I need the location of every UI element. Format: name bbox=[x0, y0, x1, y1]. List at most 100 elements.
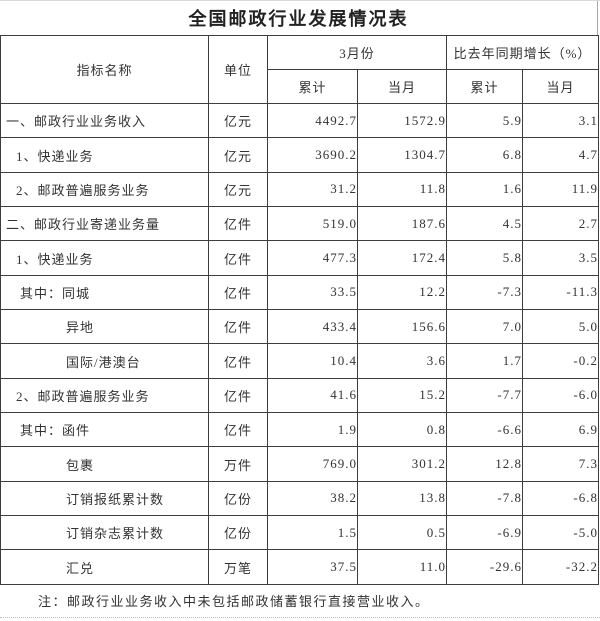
march-cumulative-cell: 433.4 bbox=[267, 309, 358, 345]
table-row: 国际/港澳台 亿件 10.4 3.6 1.7 -0.2 bbox=[0, 343, 600, 379]
growth-month-cell: 6.9 bbox=[522, 412, 600, 448]
indicator-name-cell: 其中：函件 bbox=[0, 412, 209, 448]
growth-month-cell: 7.3 bbox=[522, 446, 600, 482]
table-row: 1、快递业务 亿元 3690.2 1304.7 6.8 4.7 bbox=[0, 137, 600, 173]
growth-cumulative-cell: 12.8 bbox=[446, 446, 524, 482]
growth-cumulative-cell: -7.3 bbox=[446, 274, 524, 311]
march-month-cell: 0.8 bbox=[356, 412, 448, 448]
footnote: 注：邮政行业业务收入中未包括邮政储蓄银行直接营业收入。 bbox=[38, 594, 430, 609]
unit-cell: 亿元 bbox=[208, 102, 268, 139]
march-cumulative-cell: 1.9 bbox=[267, 412, 358, 448]
indicator-name-cell: 2、邮政普遍服务业务 bbox=[0, 377, 209, 414]
unit-cell: 亿件 bbox=[208, 274, 268, 311]
table-header: 指标名称 单位 3月份 比去年同期增长（%） 累计 当月 累计 当月 bbox=[0, 35, 600, 104]
march-month-cell: 13.8 bbox=[356, 480, 448, 517]
growth-cumulative-cell: -7.8 bbox=[446, 480, 524, 517]
march-month-cell: 12.2 bbox=[356, 274, 448, 311]
unit-cell: 亿元 bbox=[208, 137, 268, 173]
march-cumulative-cell: 10.4 bbox=[267, 343, 358, 379]
indicator-name-cell: 包裹 bbox=[0, 446, 209, 482]
table-row: 订销报纸累计数 亿份 38.2 13.8 -7.8 -6.8 bbox=[0, 480, 600, 517]
table-row: 订销杂志累计数 亿份 1.5 0.5 -6.9 -5.0 bbox=[0, 515, 600, 551]
march-month-cell: 3.6 bbox=[356, 343, 448, 379]
table-row: 2、邮政普遍服务业务 亿元 31.2 11.8 1.6 11.9 bbox=[0, 171, 600, 208]
march-cumulative-cell: 519.0 bbox=[267, 206, 358, 242]
march-cumulative-cell: 3690.2 bbox=[267, 137, 358, 173]
table-row: 一、邮政行业业务收入 亿元 4492.7 1572.9 5.9 3.1 bbox=[0, 102, 600, 139]
growth-month-cell: -0.2 bbox=[522, 343, 600, 379]
table-row: 汇兑 万笔 37.5 11.0 -29.6 -32.2 bbox=[0, 549, 600, 585]
table-row: 二、邮政行业寄递业务量 亿件 519.0 187.6 4.5 2.7 bbox=[0, 206, 600, 242]
growth-month-cell: -32.2 bbox=[522, 549, 600, 585]
indicator-name-cell: 二、邮政行业寄递业务量 bbox=[0, 206, 209, 242]
growth-month-cell: 3.1 bbox=[522, 102, 600, 139]
march-month-cell: 156.6 bbox=[356, 309, 448, 345]
growth-month-cell: 11.9 bbox=[522, 171, 600, 208]
march-cumulative-cell: 769.0 bbox=[267, 446, 358, 482]
indicator-name-cell: 一、邮政行业业务收入 bbox=[0, 102, 209, 139]
march-month-cell: 11.0 bbox=[356, 549, 448, 585]
growth-cumulative-cell: 6.8 bbox=[446, 137, 524, 173]
unit-cell: 亿件 bbox=[208, 309, 268, 345]
growth-cumulative-cell: -7.7 bbox=[446, 377, 524, 414]
unit-cell: 亿件 bbox=[208, 343, 268, 379]
indicator-name-cell: 订销杂志累计数 bbox=[0, 515, 209, 551]
indicator-name-cell: 其中：同城 bbox=[0, 274, 209, 311]
col-group-march: 3月份 bbox=[266, 35, 448, 70]
unit-cell: 亿件 bbox=[208, 240, 268, 276]
growth-month-cell: -6.8 bbox=[522, 480, 600, 517]
march-cumulative-cell: 477.3 bbox=[267, 240, 358, 276]
unit-cell: 亿件 bbox=[208, 377, 268, 414]
bottom-divider bbox=[0, 617, 600, 618]
title-bar: 全国邮政行业发展情况表 bbox=[0, 1, 598, 35]
col-header-unit: 单位 bbox=[208, 35, 268, 104]
table-body: 一、邮政行业业务收入 亿元 4492.7 1572.9 5.9 3.1 1、快递… bbox=[0, 102, 600, 585]
march-cumulative-cell: 38.2 bbox=[267, 480, 358, 517]
col-header-indicator: 指标名称 bbox=[0, 35, 209, 104]
unit-cell: 亿件 bbox=[208, 206, 268, 242]
growth-cumulative-cell: 1.7 bbox=[446, 343, 524, 379]
march-month-cell: 1572.9 bbox=[356, 102, 448, 139]
march-month-cell: 15.2 bbox=[356, 377, 448, 414]
march-cumulative-cell: 33.5 bbox=[267, 274, 358, 311]
indicator-name-cell: 汇兑 bbox=[0, 549, 209, 585]
indicator-name-cell: 订销报纸累计数 bbox=[0, 480, 209, 517]
march-month-cell: 11.8 bbox=[356, 171, 448, 208]
unit-cell: 万笔 bbox=[208, 549, 268, 585]
march-cumulative-cell: 4492.7 bbox=[267, 102, 358, 139]
indicator-name-cell: 国际/港澳台 bbox=[0, 343, 209, 379]
unit-cell: 亿元 bbox=[208, 171, 268, 208]
growth-month-cell: -5.0 bbox=[522, 515, 600, 551]
march-cumulative-cell: 37.5 bbox=[267, 549, 358, 585]
march-month-cell: 0.5 bbox=[356, 515, 448, 551]
march-month-cell: 1304.7 bbox=[356, 137, 448, 173]
table-row: 包裹 万件 769.0 301.2 12.8 7.3 bbox=[0, 446, 600, 482]
table-row: 1、快递业务 亿件 477.3 172.4 5.8 3.5 bbox=[0, 240, 600, 276]
growth-month-cell: 5.0 bbox=[522, 309, 600, 345]
col-header-march-cumulative: 累计 bbox=[267, 69, 358, 104]
growth-month-cell: -11.3 bbox=[522, 274, 600, 311]
col-header-growth-cumulative: 累计 bbox=[446, 69, 524, 104]
indicator-name-cell: 异地 bbox=[0, 309, 209, 345]
growth-month-cell: 3.5 bbox=[522, 240, 600, 276]
table-row: 其中：函件 亿件 1.9 0.8 -6.6 6.9 bbox=[0, 412, 600, 448]
growth-cumulative-cell: -29.6 bbox=[446, 549, 524, 585]
march-cumulative-cell: 31.2 bbox=[267, 171, 358, 208]
indicator-name-cell: 1、快递业务 bbox=[0, 137, 209, 173]
growth-cumulative-cell: -6.6 bbox=[446, 412, 524, 448]
march-cumulative-cell: 41.6 bbox=[267, 377, 358, 414]
growth-month-cell: 4.7 bbox=[522, 137, 600, 173]
growth-cumulative-cell: 7.0 bbox=[446, 309, 524, 345]
growth-cumulative-cell: 1.6 bbox=[446, 171, 524, 208]
unit-cell: 万件 bbox=[208, 446, 268, 482]
growth-cumulative-cell: 4.5 bbox=[446, 206, 524, 242]
table-row: 2、邮政普遍服务业务 亿件 41.6 15.2 -7.7 -6.0 bbox=[0, 377, 600, 414]
unit-cell: 亿份 bbox=[208, 480, 268, 517]
table-row: 异地 亿件 433.4 156.6 7.0 5.0 bbox=[0, 309, 600, 345]
growth-month-cell: 2.7 bbox=[522, 206, 600, 242]
march-month-cell: 187.6 bbox=[356, 206, 448, 242]
page-title: 全国邮政行业发展情况表 bbox=[188, 9, 409, 29]
unit-cell: 亿件 bbox=[208, 412, 268, 448]
indicator-name-cell: 2、邮政普遍服务业务 bbox=[0, 171, 209, 208]
